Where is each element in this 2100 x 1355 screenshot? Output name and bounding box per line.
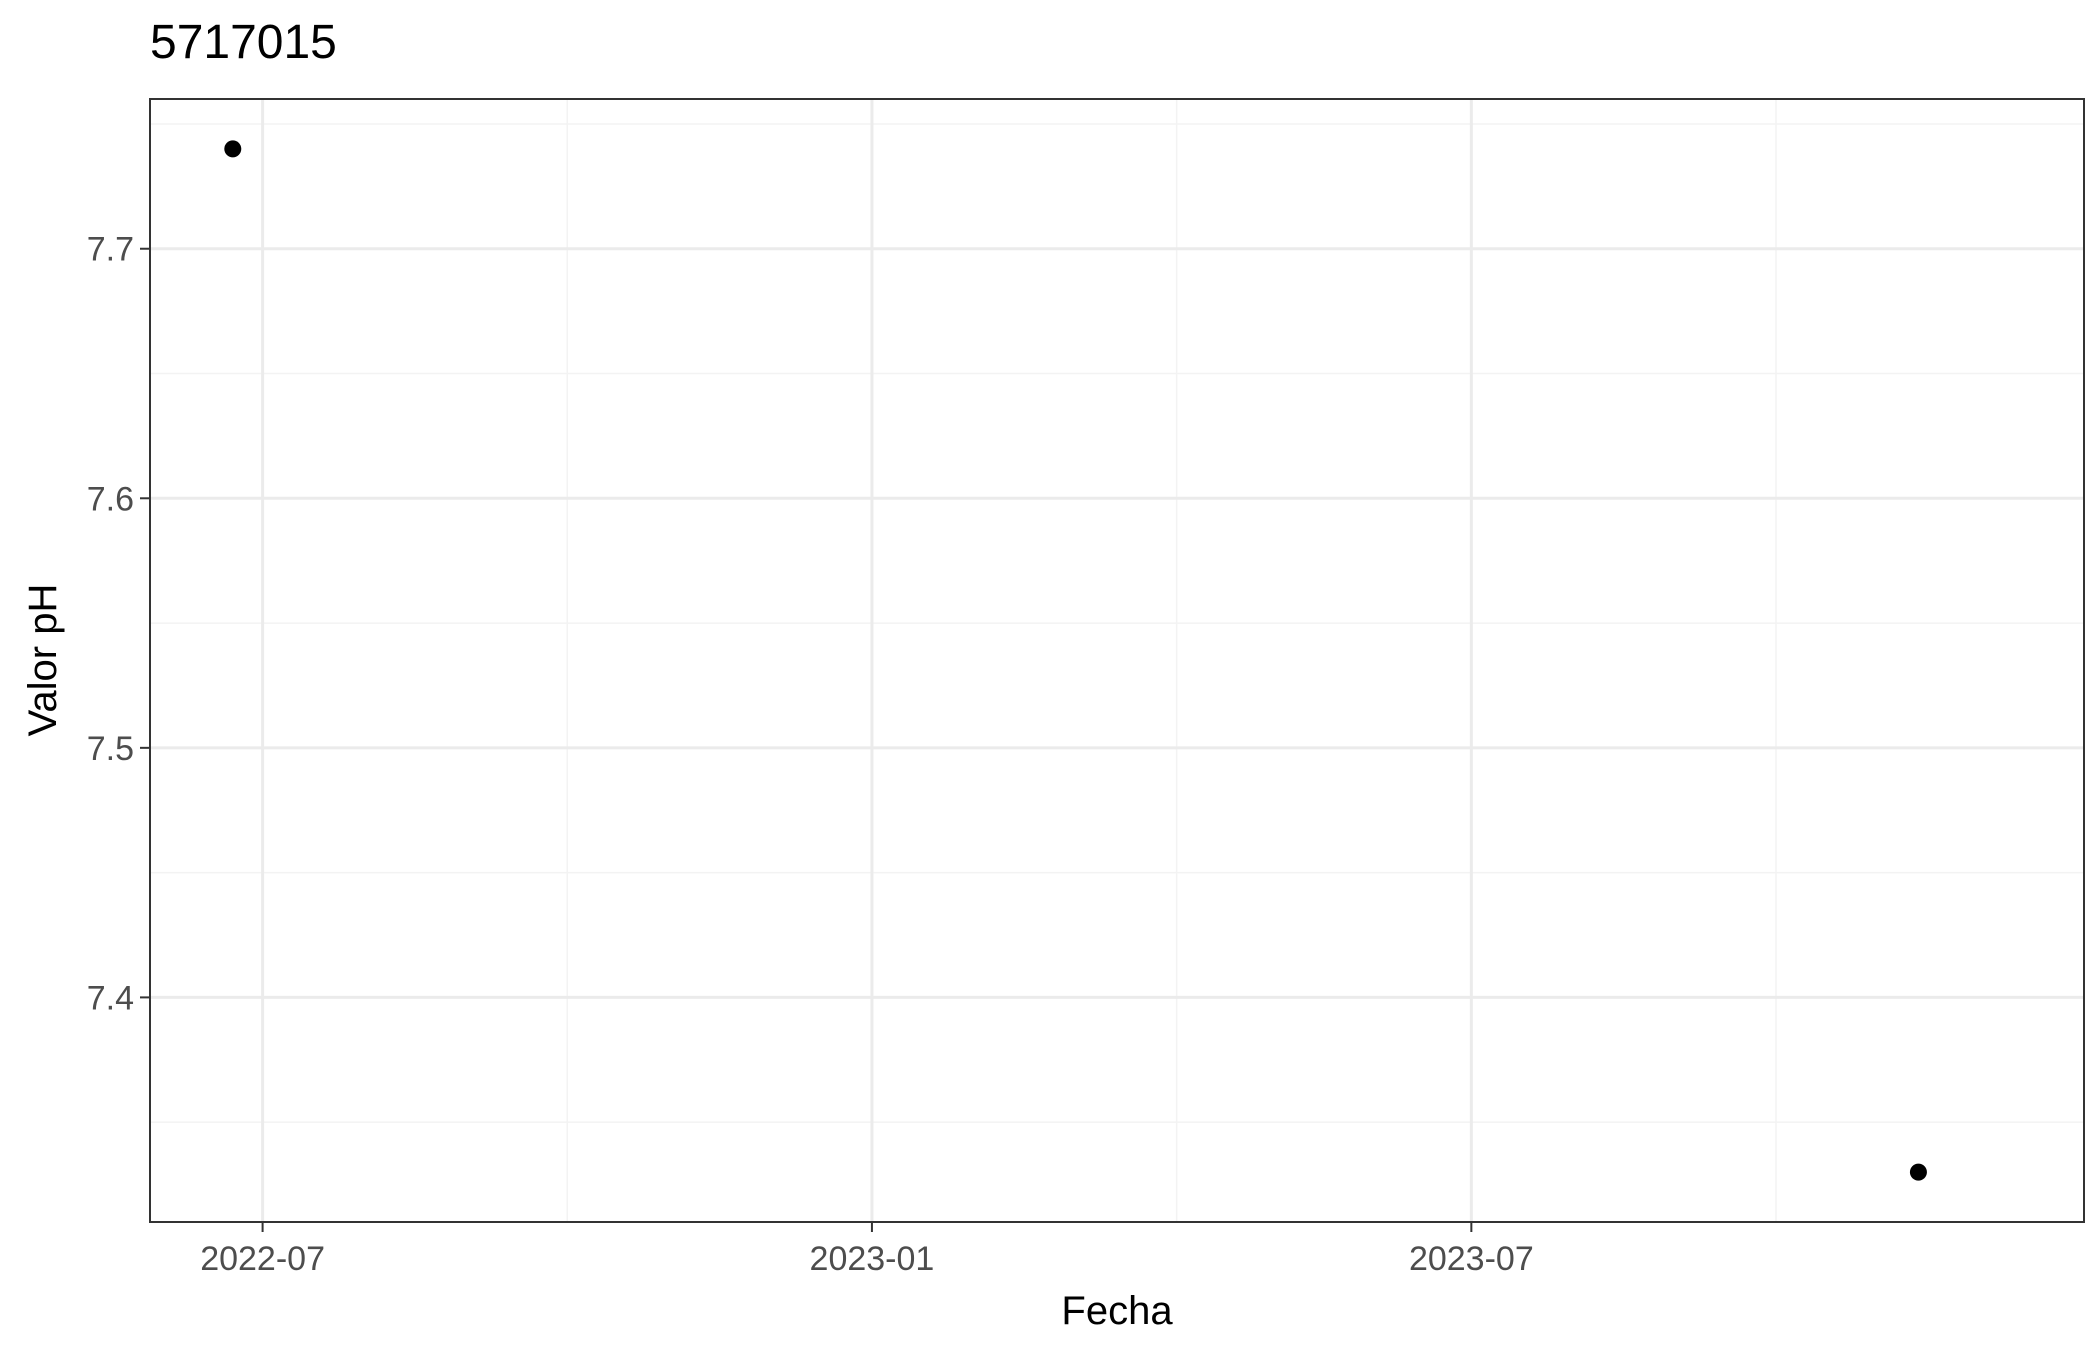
y-tick-label: 7.6 <box>87 480 134 518</box>
y-axis-title: Valor pH <box>21 584 65 737</box>
y-tick-label: 7.4 <box>87 979 134 1017</box>
data-point <box>1909 1163 1927 1181</box>
y-tick-label: 7.5 <box>87 730 134 768</box>
y-tick-label: 7.7 <box>87 231 134 269</box>
x-tick-label: 2022-07 <box>200 1240 325 1278</box>
x-axis-title: Fecha <box>1061 1289 1173 1333</box>
panel-border <box>149 98 2085 1223</box>
data-point <box>224 140 242 158</box>
minor-gridlines <box>150 99 2084 1222</box>
tick-labels: 7.4 7.5 7.6 7.7 2022-07 2023-01 2023-07 <box>87 231 1534 1278</box>
x-tick-label: 2023-01 <box>810 1240 935 1278</box>
major-gridlines <box>150 99 2084 1222</box>
axis-ticks <box>140 247 1473 1232</box>
chart-title: 5717015 <box>150 16 337 69</box>
x-tick-label: 2023-07 <box>1409 1240 1534 1278</box>
data-points <box>224 140 1927 1181</box>
